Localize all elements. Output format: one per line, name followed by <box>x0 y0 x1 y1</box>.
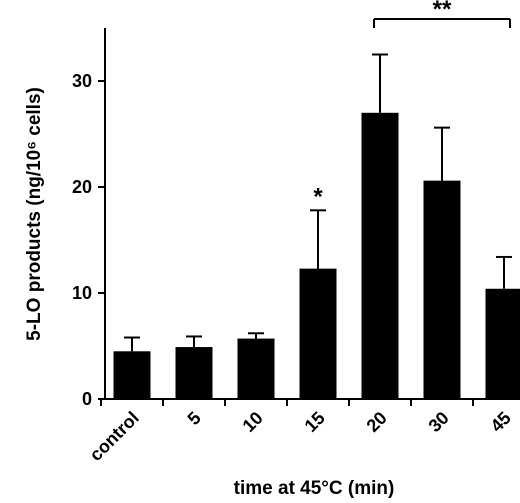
significance-marker: ** <box>433 0 452 23</box>
x-tick-label: control <box>86 408 143 465</box>
x-axis-title: time at 45°C (min) <box>234 478 395 499</box>
y-tick-label: 0 <box>82 389 92 409</box>
x-tick-label: 10 <box>239 408 267 436</box>
y-tick-label: 20 <box>72 177 92 197</box>
x-tick-label: 30 <box>425 408 453 436</box>
x-tick-label: 5 <box>184 408 205 429</box>
x-tick-label: 20 <box>363 408 391 436</box>
y-tick-label: 30 <box>72 71 92 91</box>
bar <box>361 112 399 400</box>
bar <box>175 347 213 399</box>
x-tick-label: 15 <box>301 408 329 436</box>
bar <box>299 268 337 399</box>
bar <box>485 288 520 399</box>
significance-marker: * <box>313 183 323 210</box>
bar <box>113 351 151 399</box>
y-axis-title: 5-LO products (ng/10⁶ cells) <box>24 87 45 341</box>
bar <box>423 180 461 399</box>
x-tick-label: 45 <box>487 408 515 436</box>
y-tick-label: 10 <box>72 283 92 303</box>
bar <box>237 338 275 399</box>
